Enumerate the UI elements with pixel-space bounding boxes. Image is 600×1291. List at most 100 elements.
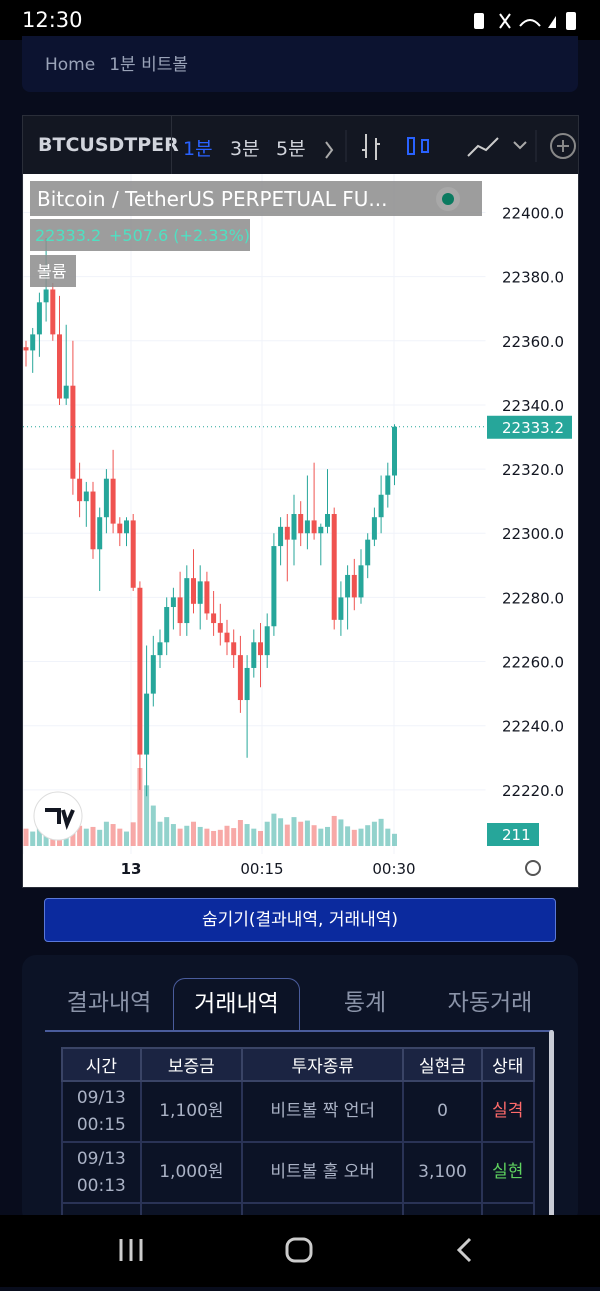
table-row: 09/13 00:13 1,000원 비트볼 홀 오버 3,100 실현	[61, 1141, 536, 1204]
volume-bar	[197, 826, 203, 846]
table-cell: 실격	[480, 1080, 536, 1143]
recent-apps[interactable]	[119, 1239, 143, 1261]
y-tick-label: 22400.0	[502, 204, 564, 222]
tab-underline	[45, 1030, 553, 1032]
interval[interactable]: 3분	[230, 138, 260, 160]
volume-bar	[338, 819, 344, 846]
volume-bar	[298, 821, 304, 846]
candle-body	[63, 385, 69, 399]
candle-body	[137, 587, 143, 755]
candle-body	[103, 478, 109, 518]
candle-body	[298, 514, 304, 534]
candle-body	[191, 578, 196, 604]
volume-bar	[311, 825, 317, 846]
table-cell: 비트볼 짝 언더	[241, 1080, 405, 1143]
candle-body	[30, 334, 36, 351]
legend-price: 22333.2	[35, 226, 101, 245]
chart-toolbar: BTCUSDTPER 1분 3분 5분	[23, 116, 578, 174]
interval[interactable]: 1분	[183, 138, 213, 160]
candle-body	[278, 526, 284, 547]
tab-active[interactable]: 거래내역	[173, 978, 300, 1030]
volume-bar	[325, 826, 330, 846]
candle-body	[358, 565, 364, 598]
volume-bar	[144, 785, 150, 846]
volume-bar	[150, 805, 156, 846]
volume-bar	[164, 817, 170, 846]
y-tick-label: 22260.0	[502, 654, 564, 672]
candle-body	[284, 526, 290, 540]
volume-bar	[211, 830, 217, 846]
candle-body	[385, 475, 391, 495]
tab[interactable]: 자동거래	[447, 990, 533, 1016]
candle-body	[345, 574, 351, 598]
candle-body	[110, 478, 116, 524]
volume-bar	[392, 833, 397, 846]
table-header: 시간	[61, 1047, 142, 1082]
clock: 12:30	[22, 8, 83, 32]
time-part: 00:15	[76, 1114, 126, 1135]
candle-body	[318, 526, 324, 534]
candle-body	[57, 334, 62, 399]
legend-title: Bitcoin / TetherUS PERPETUAL FU...	[37, 187, 387, 211]
crumb-home[interactable]: Home	[45, 55, 96, 75]
candle-body	[130, 520, 136, 588]
home-button[interactable]	[285, 1237, 313, 1263]
volume-bar	[331, 815, 337, 846]
legend-bg	[30, 219, 250, 251]
hide-button[interactable]: 숨기기(결과내역, 거래내역)	[44, 898, 556, 942]
y-tick-label: 22220.0	[502, 782, 564, 800]
y-tick-label: 22240.0	[502, 718, 564, 736]
y-tick-label: 22380.0	[502, 269, 564, 287]
candle-body	[23, 347, 29, 351]
legend-bg	[30, 255, 76, 287]
volume-bar	[110, 824, 116, 846]
status-icons	[474, 12, 576, 30]
scrollbar	[549, 1030, 554, 1220]
candle-body	[157, 642, 163, 656]
table-header: 상태	[480, 1047, 536, 1082]
candle-body	[331, 514, 337, 620]
candle-body	[197, 581, 203, 604]
candle-body	[338, 597, 344, 620]
y-tick-label: 22280.0	[502, 589, 564, 607]
candle-body	[291, 514, 297, 540]
tab[interactable]: 통계	[343, 990, 387, 1016]
volume-bar	[231, 828, 237, 846]
table-cell: 1,100원	[139, 1080, 244, 1143]
interval[interactable]: 5분	[276, 138, 306, 160]
volume-bar	[97, 829, 103, 846]
volume-bar	[237, 820, 243, 846]
volume-bar	[264, 821, 270, 846]
candle-body	[70, 385, 76, 479]
volume-bar	[36, 821, 42, 846]
gear	[525, 860, 541, 876]
volume-bar	[284, 824, 290, 846]
candle-body	[170, 597, 176, 608]
candle-body	[264, 626, 270, 656]
volume-bar	[184, 825, 190, 846]
table-cell: 1,000원	[139, 1141, 244, 1204]
table-cell: 0	[402, 1080, 483, 1143]
time-part: 00:13	[76, 1175, 126, 1196]
candle-body	[244, 667, 250, 701]
table-cell: 비트볼 홀 오버	[241, 1141, 405, 1204]
back-button[interactable]	[456, 1237, 472, 1263]
table-cell: 09/13 00:15	[61, 1080, 142, 1143]
candle-body	[258, 642, 263, 656]
candle-body	[50, 289, 56, 335]
volume-bar	[137, 768, 143, 846]
symbol[interactable]: BTCUSDTPER	[38, 134, 179, 156]
tab[interactable]: 결과내역	[66, 990, 152, 1016]
legend-volume: 볼륨	[37, 262, 66, 281]
volume-bar	[291, 817, 297, 846]
nav-icons	[119, 1237, 472, 1263]
volume-label: 211	[502, 826, 531, 844]
volume-bar	[83, 828, 89, 846]
candle-body	[43, 289, 49, 303]
volume-bar	[177, 828, 183, 846]
candle-body	[204, 581, 210, 614]
legend-change: +507.6 (+2.33%)	[109, 226, 250, 245]
candle-body	[351, 574, 357, 598]
candle-body	[231, 642, 237, 656]
candle-body	[36, 302, 42, 335]
